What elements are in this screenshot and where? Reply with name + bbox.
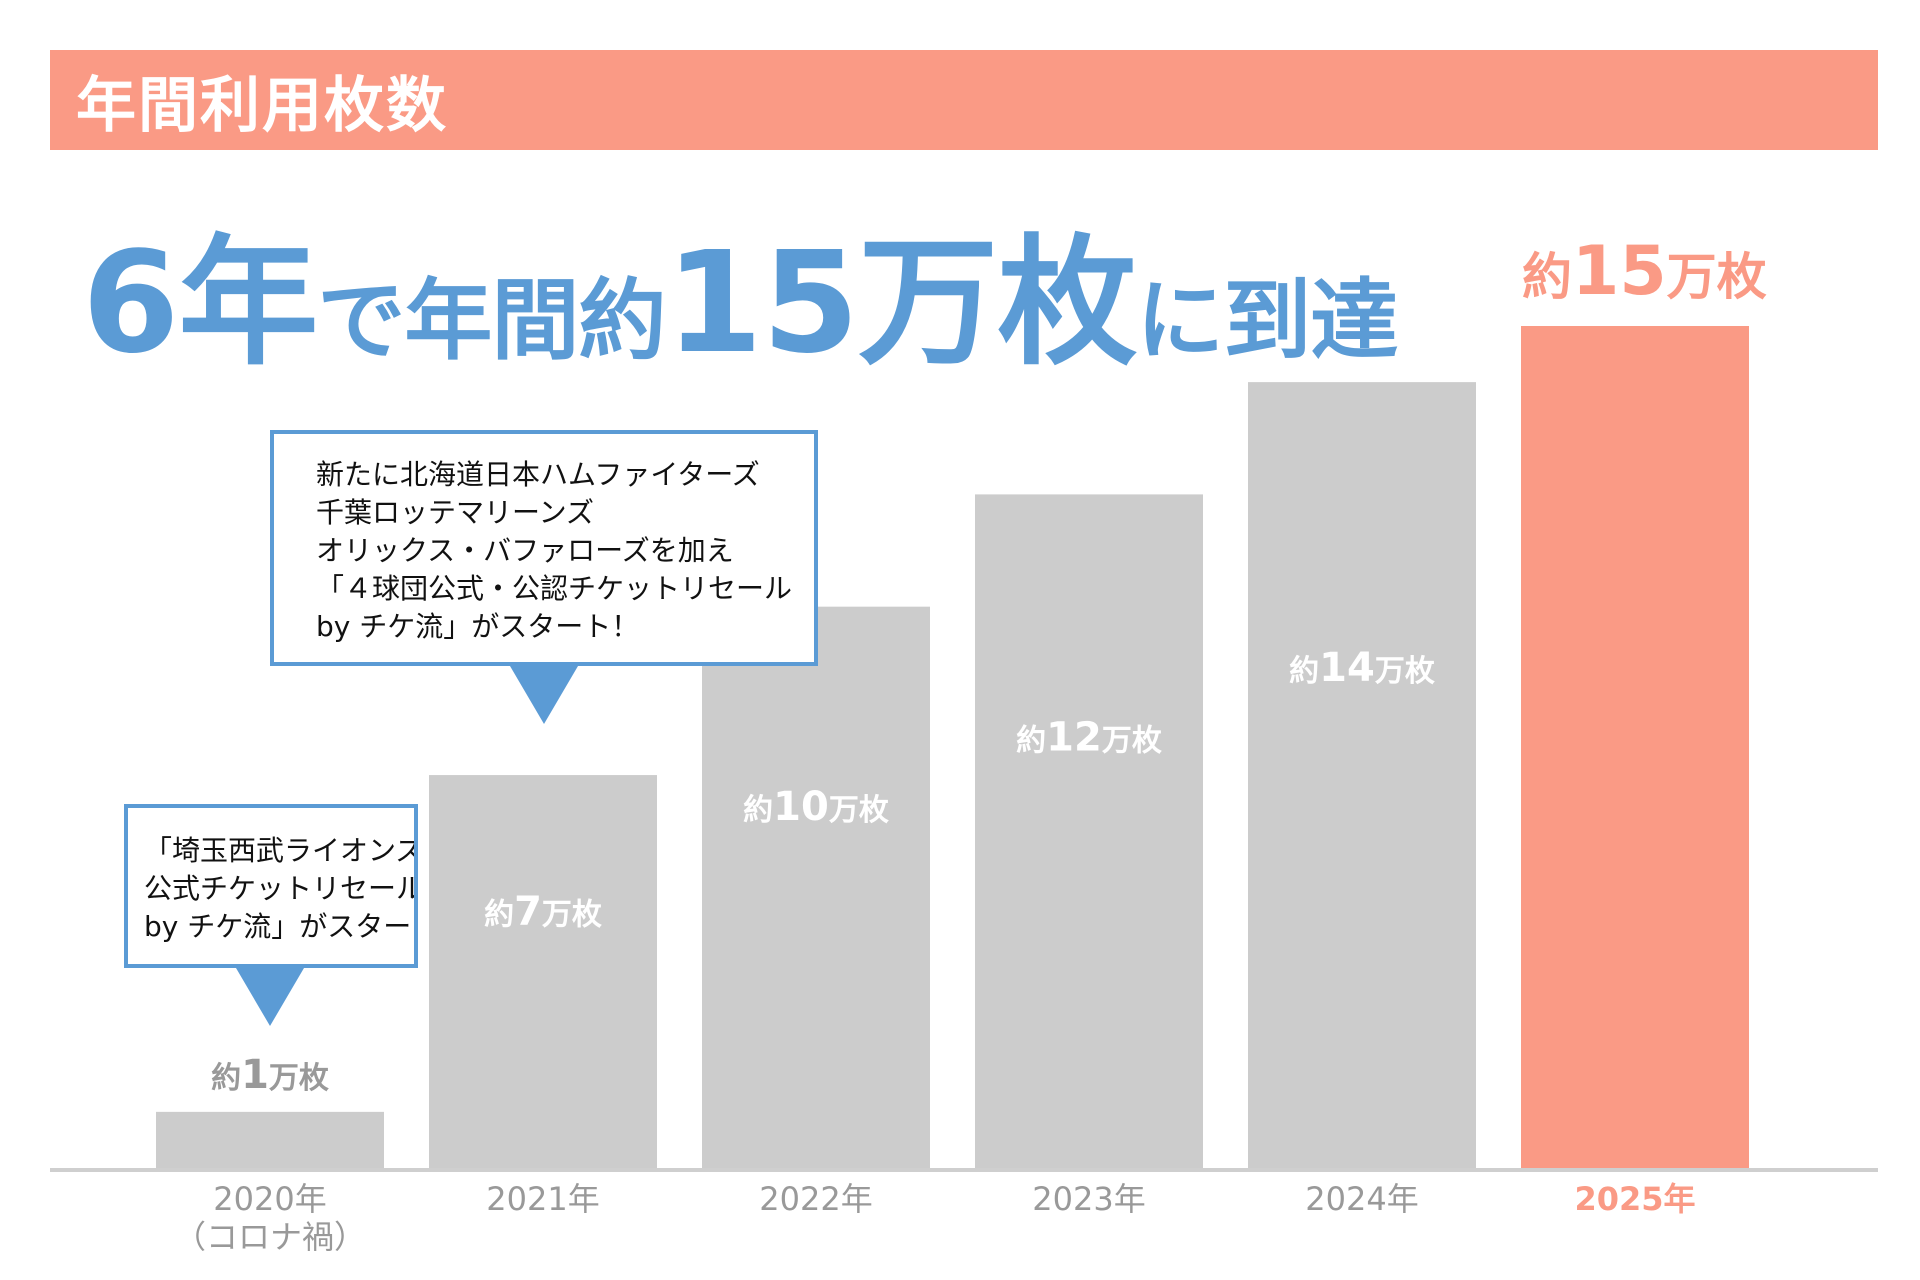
x-tick-label-2: 2022年 — [759, 1180, 872, 1218]
callout-2020-line: 「埼玉西武ライオンズ — [144, 834, 418, 867]
callout-2021-line: by チケ流」がスタート！ — [316, 610, 640, 643]
headline-part-1: 6年 — [82, 222, 318, 385]
headline: 6年 で年間 約 15万枚 に到達 — [82, 190, 1398, 385]
x-tick-label-5: 2025年 — [1574, 1180, 1695, 1218]
x-tick-label-3: 2023年 — [1032, 1180, 1145, 1218]
headline-part-4: 15万枚 — [665, 222, 1137, 385]
callout-2021: 新たに北海道日本ハムファイターズ 千葉ロッテマリーンズ オリックス・バファローズ… — [270, 430, 818, 666]
callout-2020-line: 公式チケットリセール — [144, 872, 418, 905]
highlight-value-prefix: 約 — [1522, 248, 1572, 306]
bar-2 — [702, 606, 930, 1168]
data-label-3: 約12万枚 — [1016, 714, 1162, 760]
highlight-value-label: 約15万枚 — [1522, 232, 1767, 311]
highlight-value-unit: 万枚 — [1666, 248, 1767, 306]
callout-2021-line: 千葉ロッテマリーンズ — [316, 496, 595, 529]
headline-part-2: で年間 — [317, 269, 579, 372]
data-label-4: 約14万枚 — [1289, 645, 1435, 691]
highlight-value-number: 15 — [1572, 232, 1667, 311]
bar-5 — [1521, 326, 1749, 1168]
data-label-1: 約7万枚 — [484, 888, 602, 934]
bar-4 — [1248, 382, 1476, 1169]
callout-2021-pointer — [510, 666, 578, 724]
callout-2020-pointer — [236, 968, 304, 1026]
x-tick-label-0: 2020年（コロナ禍） — [174, 1180, 366, 1256]
bar-3 — [975, 494, 1203, 1168]
callout-2021-line: 「４球団公式・公認チケットリセール — [316, 572, 793, 605]
data-label-0: 約1万枚 — [211, 1052, 329, 1098]
callout-2021-line: オリックス・バファローズを加え — [316, 534, 734, 567]
header-title: 年間利用枚数 — [76, 70, 448, 141]
headline-part-3: 約 — [578, 269, 666, 372]
header-band: 年間利用枚数 — [50, 50, 1878, 150]
callout-2020: 「埼玉西武ライオンズ 公式チケットリセール by チケ流」がスタート！ — [124, 804, 418, 968]
x-tick-label-4: 2024年 — [1305, 1180, 1418, 1218]
bar-0 — [156, 1111, 384, 1168]
data-label-2: 約10万枚 — [743, 784, 889, 830]
callout-2021-line: 新たに北海道日本ハムファイターズ — [316, 458, 760, 491]
callout-2020-line: by チケ流」がスタート！ — [144, 910, 414, 943]
headline-part-5: に到達 — [1136, 269, 1398, 372]
bar-1 — [429, 775, 657, 1168]
x-tick-label-1: 2021年 — [486, 1180, 599, 1218]
